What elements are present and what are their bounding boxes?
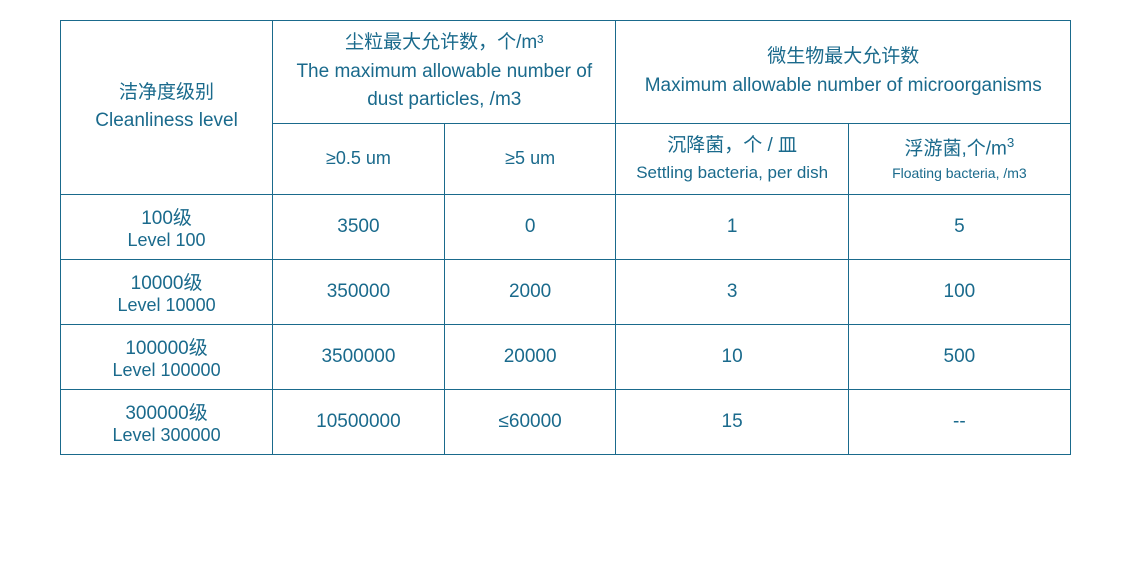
cell-dust1: 10500000 xyxy=(273,389,445,454)
cell-dust2: 20000 xyxy=(444,324,616,389)
header-micro: 微生物最大允许数 Maximum allowable number of mic… xyxy=(616,21,1071,124)
header-dust-cn: 尘粒最大允许数，个/m³ xyxy=(279,29,609,58)
row-label-cn: 300000级 xyxy=(67,398,266,425)
header-dust-en: The maximum allowable number of dust par… xyxy=(279,58,609,115)
table-row: 10000级Level 1000035000020003100 xyxy=(61,259,1071,324)
header-dust: 尘粒最大允许数，个/m³ The maximum allowable numbe… xyxy=(273,21,616,124)
header-dust-sub2: ≥5 um xyxy=(444,123,616,194)
cell-dust1: 350000 xyxy=(273,259,445,324)
row-label-en: Level 300000 xyxy=(67,425,266,446)
cleanliness-table: 洁净度级别 Cleanliness level 尘粒最大允许数，个/m³ The… xyxy=(60,20,1071,455)
header-micro-cn: 微生物最大允许数 xyxy=(622,43,1064,72)
cell-micro1: 15 xyxy=(616,389,848,454)
row-label-en: Level 100000 xyxy=(67,360,266,381)
cell-dust1: 3500 xyxy=(273,194,445,259)
cell-dust1: 3500000 xyxy=(273,324,445,389)
header-micro-sub1: 沉降菌，个 / 皿 Settling bacteria, per dish xyxy=(616,123,848,194)
header-micro-sub1-cn: 沉降菌，个 / 皿 xyxy=(622,132,841,161)
row-label: 100级Level 100 xyxy=(61,194,273,259)
header-micro-sub2: 浮游菌,个/m3 Floating bacteria, /m3 xyxy=(848,123,1070,194)
header-micro-en: Maximum allowable number of microorganis… xyxy=(622,72,1064,101)
header-dust-sub1: ≥0.5 um xyxy=(273,123,445,194)
row-label-en: Level 10000 xyxy=(67,295,266,316)
cell-micro1: 10 xyxy=(616,324,848,389)
header-micro-sub2-en: Floating bacteria, /m3 xyxy=(855,163,1064,184)
row-label-en: Level 100 xyxy=(67,230,266,251)
cell-micro1: 3 xyxy=(616,259,848,324)
cell-micro2: 100 xyxy=(848,259,1070,324)
table-row: 100000级Level 10000035000002000010500 xyxy=(61,324,1071,389)
row-label-cn: 100级 xyxy=(67,203,266,230)
row-label-cn: 100000级 xyxy=(67,333,266,360)
row-label-cn: 10000级 xyxy=(67,268,266,295)
header-micro-sub2-cn: 浮游菌,个/m3 xyxy=(855,133,1064,164)
table-row: 300000级Level 30000010500000≤6000015-- xyxy=(61,389,1071,454)
cell-micro1: 1 xyxy=(616,194,848,259)
cell-micro2: -- xyxy=(848,389,1070,454)
row-label: 300000级Level 300000 xyxy=(61,389,273,454)
row-label: 10000级Level 10000 xyxy=(61,259,273,324)
header-micro-sub1-en: Settling bacteria, per dish xyxy=(622,160,841,186)
header-cleanliness: 洁净度级别 Cleanliness level xyxy=(61,21,273,195)
header-cleanliness-en: Cleanliness level xyxy=(67,107,266,136)
table-row: 100级Level 1003500015 xyxy=(61,194,1071,259)
header-cleanliness-cn: 洁净度级别 xyxy=(67,79,266,108)
row-label: 100000级Level 100000 xyxy=(61,324,273,389)
cell-dust2: 2000 xyxy=(444,259,616,324)
cell-micro2: 500 xyxy=(848,324,1070,389)
cell-micro2: 5 xyxy=(848,194,1070,259)
cell-dust2: 0 xyxy=(444,194,616,259)
cell-dust2: ≤60000 xyxy=(444,389,616,454)
